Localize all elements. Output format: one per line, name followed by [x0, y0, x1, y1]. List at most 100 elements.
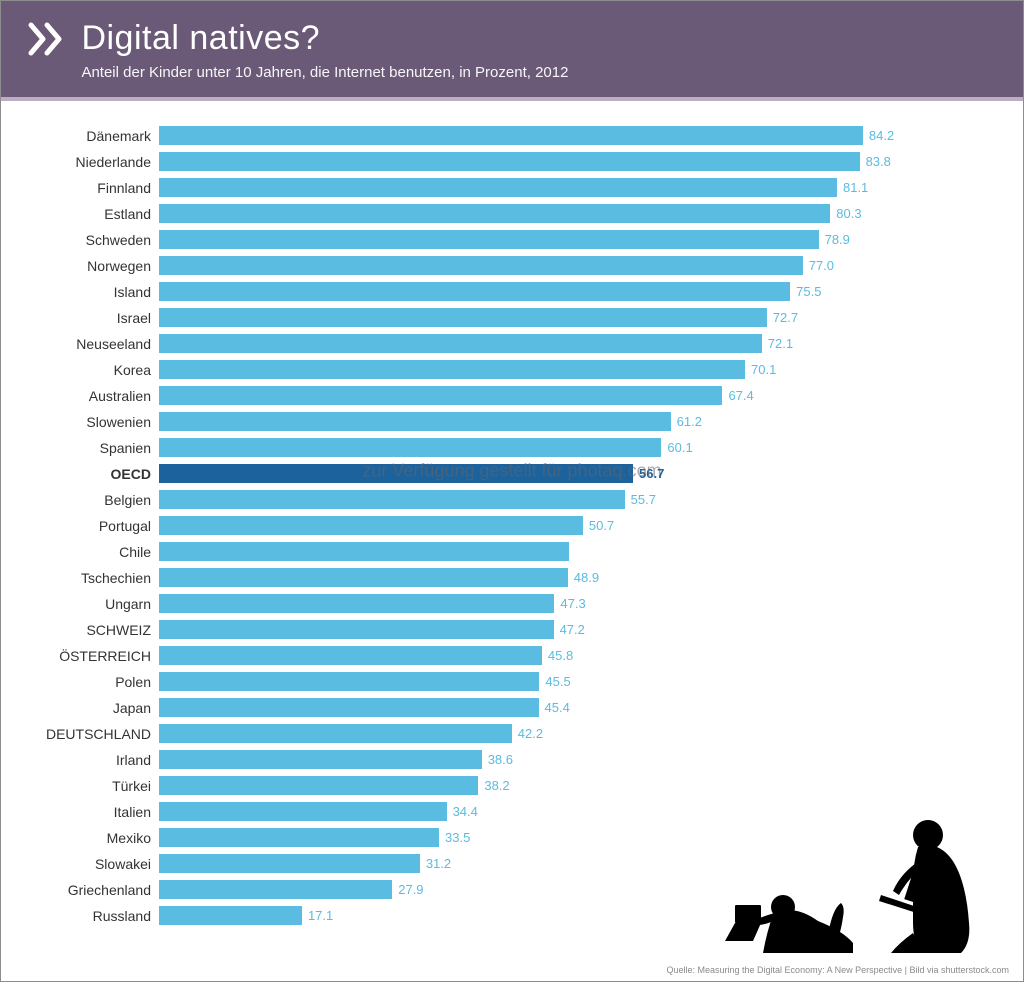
- bar-value: 70.1: [745, 360, 776, 379]
- bar: [159, 698, 539, 717]
- bar: [159, 308, 767, 327]
- bar-label: Ungarn: [29, 596, 159, 612]
- bar-label: OECD: [29, 466, 159, 482]
- bar: [159, 464, 633, 483]
- bar-row: Portugal 50.7: [29, 513, 995, 538]
- bar-value: 45.8: [542, 646, 573, 665]
- oecd-logo-icon: [27, 19, 67, 64]
- bar-track: 60.1: [159, 438, 995, 457]
- bar-value: 50.7: [583, 516, 614, 535]
- bar-label: ÖSTERREICH: [29, 648, 159, 664]
- bar: [159, 568, 568, 587]
- bar-label: Israel: [29, 310, 159, 326]
- bar-label: Estland: [29, 206, 159, 222]
- bar-row: Israel 72.7: [29, 305, 995, 330]
- bar-value: 55.7: [625, 490, 656, 509]
- bar-row: Spanien60.1: [29, 435, 995, 460]
- bar-row: Norwegen 77.0: [29, 253, 995, 278]
- bar-label: Türkei: [29, 778, 159, 794]
- bar-track: 72.7: [159, 308, 995, 327]
- bar-label: Dänemark: [29, 128, 159, 144]
- bar-track: 78.9: [159, 230, 995, 249]
- bar-value: 77.0: [803, 256, 834, 275]
- bar: [159, 516, 583, 535]
- bar-value: 45.4: [539, 698, 570, 717]
- bar-track: 70.1: [159, 360, 995, 379]
- bar: [159, 282, 790, 301]
- infographic-container: Digital natives? Anteil der Kinder unter…: [0, 0, 1024, 982]
- bar-track: 42.2: [159, 724, 995, 743]
- bar-track: 81.1: [159, 178, 995, 197]
- bar-track: 67.4: [159, 386, 995, 405]
- bar-label: Tschechien: [29, 570, 159, 586]
- bar-label: Niederlande: [29, 154, 159, 170]
- bar-track: 83.8: [159, 152, 995, 171]
- bar-value: 72.7: [767, 308, 798, 327]
- bar-value: 83.8: [860, 152, 891, 171]
- bar-row: Slowenien61.2: [29, 409, 995, 434]
- bar-track: 47.2: [159, 620, 995, 639]
- bar: [159, 594, 554, 613]
- bar-label: Chile: [29, 544, 159, 560]
- bar-label: Russland: [29, 908, 159, 924]
- bar: [159, 256, 803, 275]
- bar: [159, 152, 860, 171]
- bar: [159, 802, 447, 821]
- bar-value: 38.6: [482, 750, 513, 769]
- bar-value: 45.5: [539, 672, 570, 691]
- bar: [159, 828, 439, 847]
- children-silhouette-icon: [723, 803, 983, 953]
- bar: [159, 672, 539, 691]
- bar-track: [159, 542, 995, 561]
- bar-value: 47.3: [554, 594, 585, 613]
- bar-value: 17.1: [302, 906, 333, 925]
- bar-track: 45.5: [159, 672, 995, 691]
- bar: [159, 204, 830, 223]
- bar-label: SCHWEIZ: [29, 622, 159, 638]
- bar-label: Italien: [29, 804, 159, 820]
- bar: [159, 178, 837, 197]
- bar-label: Mexiko: [29, 830, 159, 846]
- bar-label: Slowakei: [29, 856, 159, 872]
- bar-value: 84.2: [863, 126, 894, 145]
- bar-value: 31.2: [420, 854, 451, 873]
- bar-label: Norwegen: [29, 258, 159, 274]
- bar-track: 48.9: [159, 568, 995, 587]
- bar-label: Japan: [29, 700, 159, 716]
- bar-track: 38.6: [159, 750, 995, 769]
- bar: [159, 750, 482, 769]
- bar-track: 55.7: [159, 490, 995, 509]
- bar-row: ÖSTERREICH 45.8: [29, 643, 995, 668]
- bar-value: 72.1: [762, 334, 793, 353]
- bar-row: Niederlande 83.8: [29, 149, 995, 174]
- chart-title: Digital natives?: [81, 19, 568, 58]
- bar-label: Slowenien: [29, 414, 159, 430]
- bar-value: 67.4: [722, 386, 753, 405]
- bar-label: Finnland: [29, 180, 159, 196]
- bar-label: Australien: [29, 388, 159, 404]
- bar: [159, 126, 863, 145]
- bar-value: 48.9: [568, 568, 599, 587]
- bar-label: Portugal: [29, 518, 159, 534]
- bar: [159, 906, 302, 925]
- bar-track: 50.7: [159, 516, 995, 535]
- bar-track: 75.5: [159, 282, 995, 301]
- bar-row: Polen45.5: [29, 669, 995, 694]
- bar-label: Griechenland: [29, 882, 159, 898]
- bar: [159, 334, 762, 353]
- bar-row: Türkei38.2: [29, 773, 995, 798]
- bar-row: SCHWEIZ47.2: [29, 617, 995, 642]
- bar-row: Estland80.3: [29, 201, 995, 226]
- bar-label: Irland: [29, 752, 159, 768]
- bar: [159, 776, 478, 795]
- bar-label: Belgien: [29, 492, 159, 508]
- bar: [159, 880, 392, 899]
- bar-value: 42.2: [512, 724, 543, 743]
- bar-label: DEUTSCHLAND: [29, 726, 159, 742]
- bar-value: 60.1: [661, 438, 692, 457]
- header: Digital natives? Anteil der Kinder unter…: [1, 1, 1023, 101]
- bar: [159, 412, 671, 431]
- bar-row: Ungarn 47.3: [29, 591, 995, 616]
- bar-value: 81.1: [837, 178, 868, 197]
- bar-row: Finnland 81.1: [29, 175, 995, 200]
